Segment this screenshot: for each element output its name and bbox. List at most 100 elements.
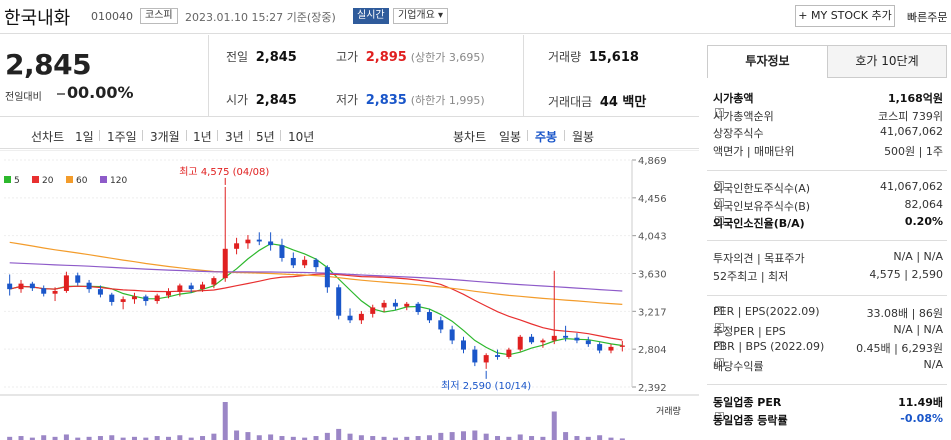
volume-bar xyxy=(268,434,274,440)
volume-bar xyxy=(7,436,13,440)
change-value-text: 0 xyxy=(67,83,79,102)
lower-limit: (하한가 1,995) xyxy=(410,94,485,107)
tab-1year[interactable]: 1년 xyxy=(193,130,212,144)
divider xyxy=(217,130,218,141)
low-annotation: 최저 2,590 (10/14) xyxy=(441,380,531,392)
volume-bar xyxy=(245,432,251,440)
candle-body xyxy=(460,340,466,350)
change-label: 전일대비 xyxy=(5,92,42,103)
candle-body xyxy=(97,289,103,295)
candle-body xyxy=(166,291,172,296)
tab-1week[interactable]: 1주일 xyxy=(107,130,137,144)
candle-body xyxy=(18,283,24,290)
volume-label: 거래량 xyxy=(656,405,681,417)
info-value: 4,575 | 2,590 xyxy=(869,267,943,281)
help-icon[interactable]: ? xyxy=(715,180,724,190)
stock-header: 한국내화 010040 코스피 2023.01.10 15:27 기준(장중) … xyxy=(0,0,951,34)
info-label: 배당수익률 xyxy=(713,359,764,373)
volume-bar xyxy=(529,436,535,440)
volume-bar xyxy=(472,430,478,440)
info-row: 동일업종 등락률? -0.08% xyxy=(713,410,943,428)
info-label: 외국인소진율(B/A) xyxy=(713,217,805,230)
help-icon[interactable]: ? xyxy=(715,412,724,421)
market-badge: 코스피 xyxy=(140,8,178,24)
volume-bar xyxy=(574,436,580,440)
y-tick-label: 2,392 xyxy=(638,383,667,394)
info-label: 52주최고 | 최저 xyxy=(713,269,789,283)
tab-5year[interactable]: 5년 xyxy=(256,130,275,144)
tab-order-book[interactable]: 호가 10단계 xyxy=(827,45,947,78)
tab-weekly[interactable]: 주봉 xyxy=(535,130,558,144)
price-summary: 2,845 전일대비 0 0.00% 전일 2,845 시가 2,845 고가 … xyxy=(0,35,699,117)
high-annotation: 최고 4,575 (04/08) xyxy=(179,166,269,178)
help-icon[interactable]: ? xyxy=(715,305,724,315)
info-value: 500원 | 1주 xyxy=(884,144,943,158)
volume-bar xyxy=(200,436,206,440)
candle-body xyxy=(495,355,501,357)
candle-body xyxy=(597,344,603,351)
info-row: 외국인보유주식수(B)? 82,064 xyxy=(713,196,943,214)
price-chart[interactable]: 4,869 4,456 4,043 3,630 3,217 2,804 2,392 5 20 60… xyxy=(0,150,699,440)
info-label: 시가총액 xyxy=(713,92,754,105)
help-icon[interactable]: ? xyxy=(715,340,724,350)
volume-bar xyxy=(426,435,432,440)
divider xyxy=(707,384,947,385)
volume-bar xyxy=(63,434,69,440)
quick-order-link[interactable]: 빠른주문 xyxy=(907,11,948,24)
volume-label: 거래량 xyxy=(548,50,582,64)
help-icon[interactable]: ? xyxy=(715,215,724,225)
candle-body xyxy=(358,313,364,321)
candle-body xyxy=(63,275,69,291)
info-row: 동일업종 PER 11.49배 xyxy=(713,392,943,410)
info-value: 11.49배 xyxy=(898,396,943,409)
tab-3year[interactable]: 3년 xyxy=(225,130,244,144)
info-value: 41,067,062 xyxy=(880,125,943,138)
amount-label: 거래대금 xyxy=(548,95,593,109)
tab-monthly[interactable]: 월봉 xyxy=(572,130,595,144)
candle-body xyxy=(563,335,569,338)
help-icon[interactable]: ? xyxy=(715,358,724,367)
candle-body xyxy=(222,248,228,279)
info-label: 시가총액순위 xyxy=(713,109,774,123)
add-mystock-button[interactable]: + MY STOCK 추가 xyxy=(795,5,895,27)
help-icon[interactable]: ? xyxy=(715,323,724,332)
info-label: 상장주식수 xyxy=(713,127,764,140)
divider xyxy=(249,130,250,141)
high-value: 2,895 xyxy=(365,50,407,65)
info-value: 0.20% xyxy=(904,215,943,228)
tab-investment-info[interactable]: 투자정보 xyxy=(707,45,828,78)
company-info-dropdown[interactable]: 기업개요 ▾ xyxy=(393,8,449,24)
candle-body xyxy=(143,296,149,302)
tab-daily[interactable]: 일봉 xyxy=(499,130,522,144)
info-row: 시가총액순위? 코스피 739위 xyxy=(713,106,943,124)
candle-body xyxy=(131,296,137,300)
volume-bar xyxy=(619,438,625,440)
tab-1day[interactable]: 1일 xyxy=(75,130,94,144)
tab-3month[interactable]: 3개월 xyxy=(150,130,180,144)
info-value: 33.08배 | 86원 xyxy=(866,307,943,320)
info-tabs: 투자정보 호가 10단계 xyxy=(707,45,947,78)
volume-bar xyxy=(392,437,398,440)
realtime-badge[interactable]: 실시간 xyxy=(353,8,389,24)
help-icon[interactable]: ? xyxy=(715,198,724,207)
candle-body xyxy=(290,257,296,266)
info-label: PER | EPS(2022.09) xyxy=(713,305,820,318)
volume-bar xyxy=(302,437,308,440)
info-value: N/A | N/A xyxy=(893,250,943,263)
volume-bar xyxy=(358,435,364,440)
open-label: 시가 xyxy=(226,93,249,107)
help-icon[interactable]: ? xyxy=(715,108,724,117)
volume-bar xyxy=(75,437,81,440)
divider xyxy=(707,170,947,171)
upper-limit: (상한가 3,695) xyxy=(410,51,485,64)
volume-bar xyxy=(585,436,591,440)
volume-bar xyxy=(234,430,240,440)
legend-label: 60 xyxy=(76,176,88,186)
volume-bar xyxy=(347,433,353,440)
volume-bar xyxy=(540,436,546,440)
divider xyxy=(523,35,524,117)
tab-10year[interactable]: 10년 xyxy=(288,130,315,144)
legend-label: 5 xyxy=(14,176,20,186)
info-row: 배당수익률? N/A xyxy=(713,356,943,374)
candle-body xyxy=(551,335,557,341)
